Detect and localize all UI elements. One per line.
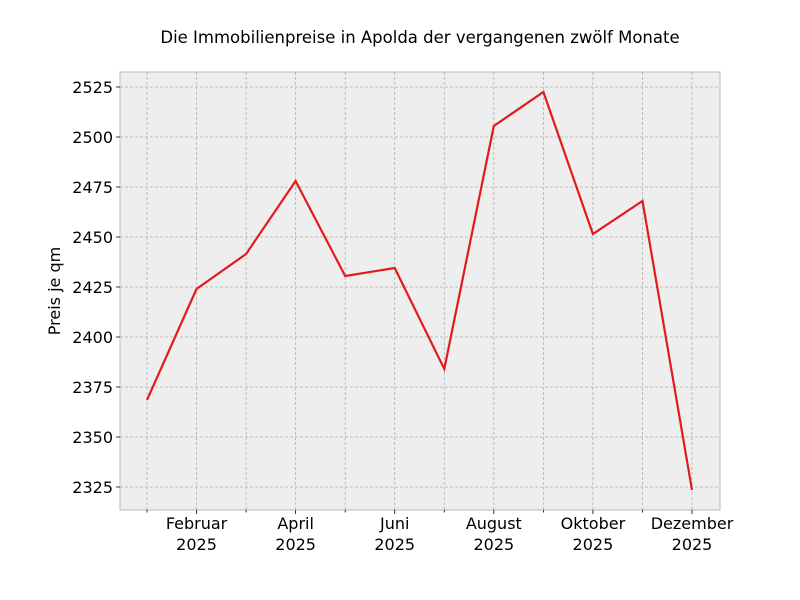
y-tick-label: 2525: [72, 78, 113, 97]
x-tick-year: 2025: [473, 535, 514, 554]
y-tick-label: 2325: [72, 478, 113, 497]
x-tick-month: April: [277, 514, 314, 533]
x-tick-month: Oktober: [561, 514, 626, 533]
y-tick-label: 2500: [72, 128, 113, 147]
y-axis-ticks: 2325 2350 2375 2400 2425 2450 2475 2500 2525: [72, 78, 120, 497]
x-tick-year: 2025: [176, 535, 217, 554]
y-tick-label: 2450: [72, 228, 113, 247]
y-tick-label: 2425: [72, 278, 113, 297]
x-tick-month: Juni: [379, 514, 409, 533]
x-tick-year: 2025: [275, 535, 316, 554]
x-tick-year: 2025: [374, 535, 415, 554]
x-tick-month: Februar: [166, 514, 228, 533]
y-tick-label: 2400: [72, 328, 113, 347]
x-tick-month: Dezember: [651, 514, 734, 533]
grid-lines: [120, 72, 720, 510]
y-tick-label: 2375: [72, 378, 113, 397]
x-axis-ticks: Februar 2025 April 2025 Juni 2025 August 2025 Ok…: [146, 510, 734, 554]
y-tick-label: 2350: [72, 428, 113, 447]
y-tick-label: 2475: [72, 178, 113, 197]
x-tick-year: 2025: [672, 535, 713, 554]
price-line-series: [145, 90, 694, 491]
x-tick-year: 2025: [573, 535, 614, 554]
chart-title: Die Immobilienpreise in Apolda der verga…: [160, 28, 679, 47]
x-tick-month: August: [466, 514, 522, 533]
plot-area: [119, 71, 721, 511]
y-axis-label: Preis je qm: [45, 247, 64, 335]
